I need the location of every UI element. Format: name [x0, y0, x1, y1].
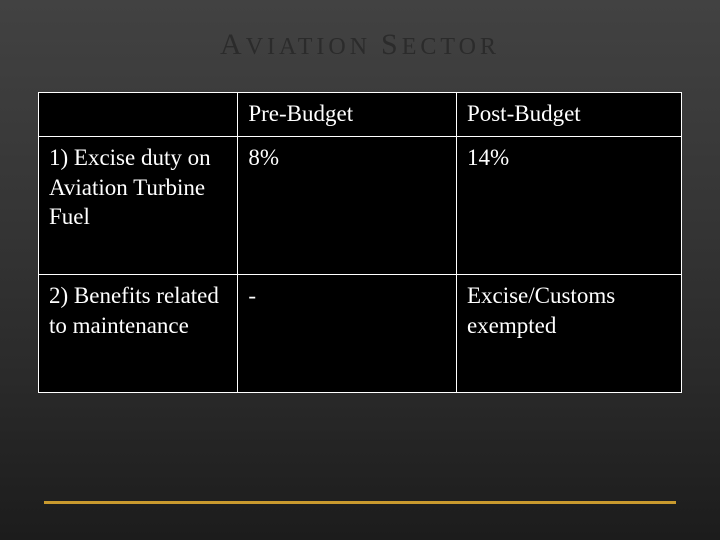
budget-table: Pre-Budget Post-Budget 1) Excise duty on…: [38, 92, 682, 393]
title-s-rest: ECTOR: [402, 34, 500, 60]
header-pre-budget: Pre-Budget: [238, 93, 457, 137]
table-row: 1) Excise duty onAviation Turbine Fuel 8…: [39, 137, 682, 275]
row1-post: 14%: [456, 137, 681, 275]
title-a-rest: VIATION: [246, 34, 381, 60]
slide-title: AVIATION SECTOR: [38, 28, 682, 62]
row1-label: 1) Excise duty onAviation Turbine Fuel: [39, 137, 238, 275]
row2-post: Excise/Customs exempted: [456, 275, 681, 393]
table-header-row: Pre-Budget Post-Budget: [39, 93, 682, 137]
table-row: 2) Benefits relatedto maintenance - Exci…: [39, 275, 682, 393]
title-a-cap: A: [220, 28, 246, 61]
row2-pre: -: [238, 275, 457, 393]
row1-pre: 8%: [238, 137, 457, 275]
header-empty: [39, 93, 238, 137]
row2-label: 2) Benefits relatedto maintenance: [39, 275, 238, 393]
header-post-budget: Post-Budget: [456, 93, 681, 137]
title-s-cap: S: [381, 28, 402, 61]
slide: AVIATION SECTOR Pre-Budget Post-Budget 1…: [0, 0, 720, 540]
